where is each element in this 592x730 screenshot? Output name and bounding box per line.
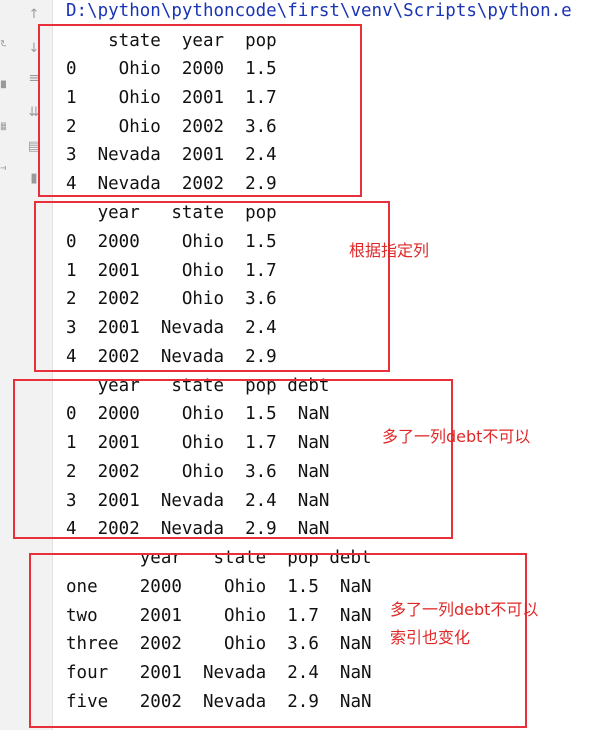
interpreter-path: D:\python\pythoncode\first\venv\Scripts\… bbox=[66, 1, 572, 21]
layout-icon[interactable]: ▦ bbox=[0, 122, 6, 132]
output-line: 0 Ohio 2000 1.5 bbox=[66, 59, 277, 79]
output-line: 4 Nevada 2002 2.9 bbox=[66, 174, 277, 194]
output-line: 0 2000 Ohio 1.5 NaN bbox=[66, 404, 330, 424]
output-line: 3 2001 Nevada 2.4 NaN bbox=[66, 491, 330, 511]
rerun-icon[interactable]: ↻ bbox=[0, 40, 6, 50]
annotation-note: 根据指定列 bbox=[349, 241, 430, 260]
output-line: two 2001 Ohio 1.7 NaN bbox=[66, 606, 372, 626]
output-line: 4 2002 Nevada 2.9 NaN bbox=[66, 519, 330, 539]
output-line: one 2000 Ohio 1.5 NaN bbox=[66, 577, 372, 597]
scroll-to-end-icon[interactable]: ⇊ bbox=[28, 105, 40, 120]
annotation-note: 索引也变化 bbox=[390, 628, 471, 647]
soft-wrap-icon[interactable]: ≡ bbox=[28, 71, 40, 86]
highlight-box bbox=[29, 553, 527, 728]
output-line: five 2002 Nevada 2.9 NaN bbox=[66, 692, 372, 712]
highlight-box bbox=[34, 201, 390, 372]
output-line: 2 2002 Ohio 3.6 NaN bbox=[66, 462, 330, 482]
output-line: 3 2001 Nevada 2.4 bbox=[66, 318, 277, 338]
print-icon[interactable]: ▤ bbox=[27, 139, 41, 154]
annotation-note: 多了一列debt不可以 bbox=[390, 600, 539, 619]
arrow-up-icon[interactable]: ↑ bbox=[28, 7, 40, 22]
exit-icon[interactable]: ⇥ bbox=[0, 164, 6, 174]
output-line: 3 Nevada 2001 2.4 bbox=[66, 145, 277, 165]
output-line: three 2002 Ohio 3.6 NaN bbox=[66, 634, 372, 654]
output-line: four 2001 Nevada 2.4 NaN bbox=[66, 663, 372, 683]
output-line: 0 2000 Ohio 1.5 bbox=[66, 232, 277, 252]
output-line: 1 2001 Ohio 1.7 bbox=[66, 261, 277, 281]
output-line: 4 2002 Nevada 2.9 bbox=[66, 347, 277, 367]
stop-icon[interactable]: ■ bbox=[0, 80, 6, 90]
output-line: 2 2002 Ohio 3.6 bbox=[66, 289, 277, 309]
trash-icon[interactable]: ▮ bbox=[30, 171, 38, 186]
output-line: 1 2001 Ohio 1.7 NaN bbox=[66, 433, 330, 453]
output-line: 2 Ohio 2002 3.6 bbox=[66, 117, 277, 137]
output-line: state year pop bbox=[66, 31, 277, 51]
output-line: 1 Ohio 2001 1.7 bbox=[66, 88, 277, 108]
output-line: year state pop debt bbox=[66, 376, 330, 396]
arrow-down-icon[interactable]: ↓ bbox=[28, 41, 40, 56]
output-line: year state pop bbox=[66, 203, 277, 223]
highlight-box bbox=[13, 379, 453, 539]
highlight-box bbox=[38, 24, 362, 197]
annotation-note: 多了一列debt不可以 bbox=[382, 427, 531, 446]
console-toolbar-gutter: ↑ ↓ ≡ ⇊ ▤ ▮ ↻ ■ ▦ ⇥ bbox=[0, 0, 53, 730]
